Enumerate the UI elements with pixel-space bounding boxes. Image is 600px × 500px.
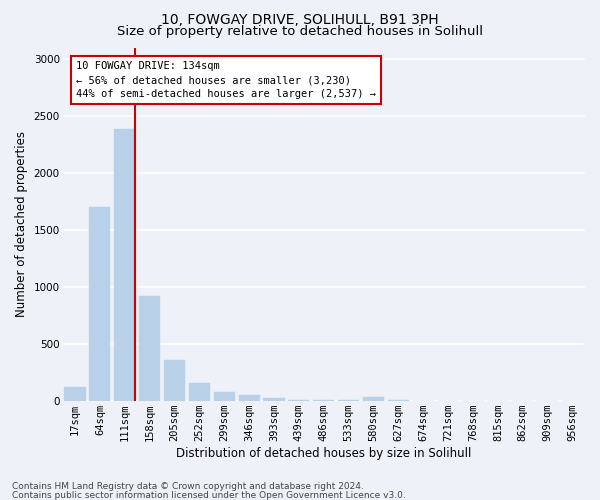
- Text: Contains public sector information licensed under the Open Government Licence v3: Contains public sector information licen…: [12, 490, 406, 500]
- Text: 10 FOWGAY DRIVE: 134sqm
← 56% of detached houses are smaller (3,230)
44% of semi: 10 FOWGAY DRIVE: 134sqm ← 56% of detache…: [76, 61, 376, 99]
- Bar: [64, 388, 86, 401]
- Bar: [413, 400, 434, 401]
- Bar: [239, 395, 260, 401]
- Bar: [89, 207, 110, 401]
- Bar: [313, 400, 334, 401]
- Bar: [189, 384, 210, 401]
- Bar: [388, 400, 409, 401]
- Bar: [114, 128, 136, 401]
- Bar: [214, 392, 235, 401]
- Bar: [363, 397, 384, 401]
- Text: 10, FOWGAY DRIVE, SOLIHULL, B91 3PH: 10, FOWGAY DRIVE, SOLIHULL, B91 3PH: [161, 12, 439, 26]
- Bar: [164, 360, 185, 401]
- X-axis label: Distribution of detached houses by size in Solihull: Distribution of detached houses by size …: [176, 447, 472, 460]
- Text: Contains HM Land Registry data © Crown copyright and database right 2024.: Contains HM Land Registry data © Crown c…: [12, 482, 364, 491]
- Y-axis label: Number of detached properties: Number of detached properties: [15, 132, 28, 318]
- Bar: [263, 398, 284, 401]
- Bar: [338, 400, 359, 401]
- Text: Size of property relative to detached houses in Solihull: Size of property relative to detached ho…: [117, 25, 483, 38]
- Bar: [289, 400, 310, 401]
- Bar: [139, 296, 160, 401]
